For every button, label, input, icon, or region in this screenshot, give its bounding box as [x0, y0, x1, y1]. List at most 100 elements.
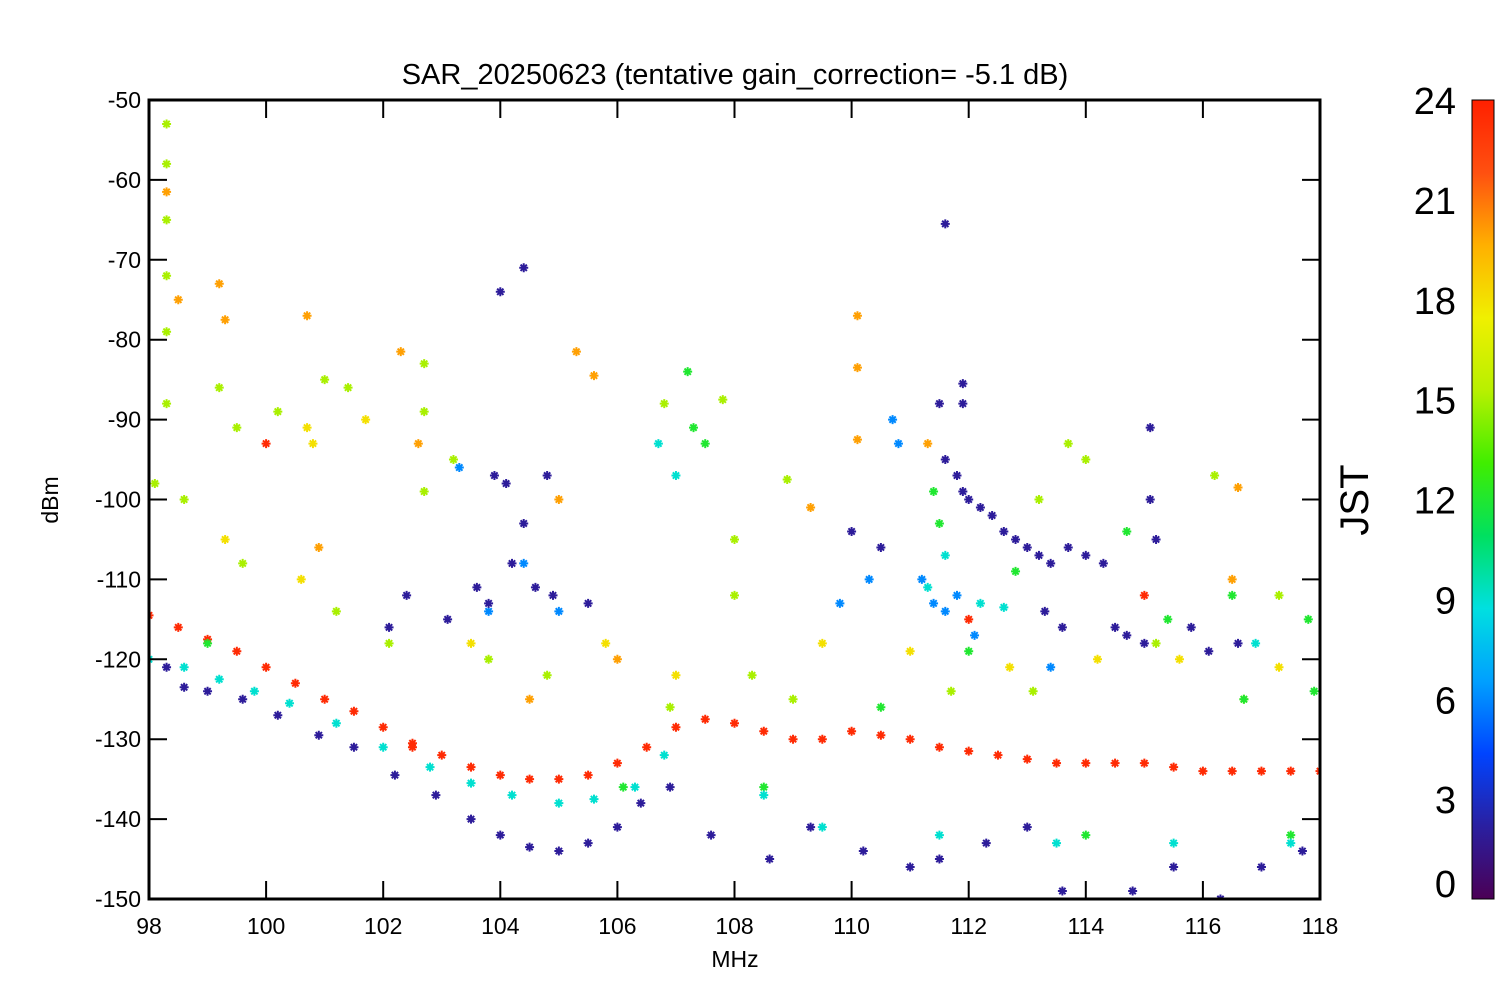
- data-point: [378, 722, 388, 732]
- data-point: [700, 439, 710, 449]
- data-point: [507, 558, 517, 568]
- data-point: [923, 439, 933, 449]
- data-point: [1046, 558, 1056, 568]
- data-point: [630, 782, 640, 792]
- data-point: [413, 439, 423, 449]
- data-point: [314, 730, 324, 740]
- x-tick-label: 102: [364, 913, 402, 939]
- x-tick-label: 118: [1302, 913, 1339, 939]
- data-point: [1011, 534, 1021, 544]
- data-point: [612, 654, 622, 664]
- data-point: [525, 842, 535, 852]
- data-point: [1163, 614, 1173, 624]
- data-point: [320, 375, 330, 385]
- data-point: [466, 778, 476, 788]
- y-tick-label: -120: [95, 646, 141, 672]
- x-axis-label: MHz: [711, 946, 758, 972]
- data-point: [1274, 662, 1284, 672]
- data-point: [1093, 654, 1103, 664]
- data-point: [847, 526, 857, 536]
- colorbar-tick-label: 18: [1414, 281, 1456, 323]
- data-point: [934, 830, 944, 840]
- data-point: [852, 363, 862, 373]
- x-tick-label: 110: [833, 913, 870, 939]
- data-point: [519, 518, 529, 528]
- data-point: [261, 662, 271, 672]
- data-point: [1028, 686, 1038, 696]
- data-point: [905, 862, 915, 872]
- x-tick-label: 112: [950, 913, 987, 939]
- data-point: [612, 822, 622, 832]
- data-point: [730, 718, 739, 728]
- data-point: [806, 502, 816, 512]
- data-point: [852, 435, 862, 445]
- data-point: [1198, 766, 1208, 776]
- data-point: [858, 846, 868, 856]
- data-point: [203, 686, 213, 696]
- data-point: [993, 750, 1003, 760]
- data-point: [975, 598, 985, 608]
- data-point: [384, 638, 394, 648]
- data-point: [1063, 542, 1073, 552]
- data-point: [964, 614, 974, 624]
- data-point: [472, 582, 482, 592]
- data-point: [1139, 638, 1149, 648]
- data-point: [864, 574, 874, 584]
- data-point: [940, 455, 950, 465]
- data-point: [484, 598, 494, 608]
- data-point: [683, 367, 693, 377]
- plot-frame: [147, 98, 1322, 901]
- data-point: [700, 714, 710, 724]
- data-point: [876, 730, 886, 740]
- data-point: [917, 574, 927, 584]
- data-point: [1034, 495, 1044, 504]
- data-point: [1046, 662, 1056, 672]
- data-point: [1169, 762, 1179, 772]
- data-point: [232, 646, 242, 656]
- data-point: [1227, 590, 1237, 600]
- data-point: [659, 399, 669, 409]
- data-point: [958, 379, 968, 389]
- data-point: [214, 279, 224, 289]
- data-point: [589, 794, 599, 804]
- data-point: [1122, 630, 1132, 640]
- data-point: [689, 423, 699, 433]
- data-point: [765, 854, 775, 864]
- data-point: [659, 750, 669, 760]
- data-point: [554, 846, 564, 856]
- data-point: [999, 526, 1009, 536]
- data-point: [940, 606, 950, 616]
- y-tick-label: -100: [95, 487, 141, 513]
- data-point: [1297, 846, 1307, 856]
- data-point: [554, 495, 564, 504]
- data-point: [314, 542, 324, 552]
- data-point: [495, 770, 505, 780]
- y-tick-label: -70: [108, 247, 141, 273]
- data-point: [747, 670, 757, 680]
- data-point: [1309, 686, 1319, 696]
- colorbar-tick-label: 21: [1414, 181, 1456, 223]
- data-point: [349, 706, 359, 716]
- data-point: [162, 159, 172, 169]
- data-point: [730, 590, 739, 600]
- data-point: [162, 662, 172, 672]
- data-point: [1128, 886, 1138, 896]
- data-point: [1251, 638, 1261, 648]
- colorbar-label: JST: [1333, 464, 1377, 535]
- y-tick-label: -130: [95, 726, 141, 752]
- data-point: [530, 582, 540, 592]
- data-point: [934, 518, 944, 528]
- data-point: [542, 670, 552, 680]
- data-point: [665, 702, 675, 712]
- data-point: [1139, 758, 1149, 768]
- data-point: [349, 742, 359, 752]
- data-point: [402, 590, 412, 600]
- data-point: [1151, 534, 1161, 544]
- data-point: [958, 399, 968, 409]
- data-point: [361, 415, 371, 425]
- data-point: [1233, 483, 1243, 493]
- data-point: [308, 439, 318, 449]
- y-tick-label: -110: [97, 566, 141, 592]
- data-point: [964, 746, 974, 756]
